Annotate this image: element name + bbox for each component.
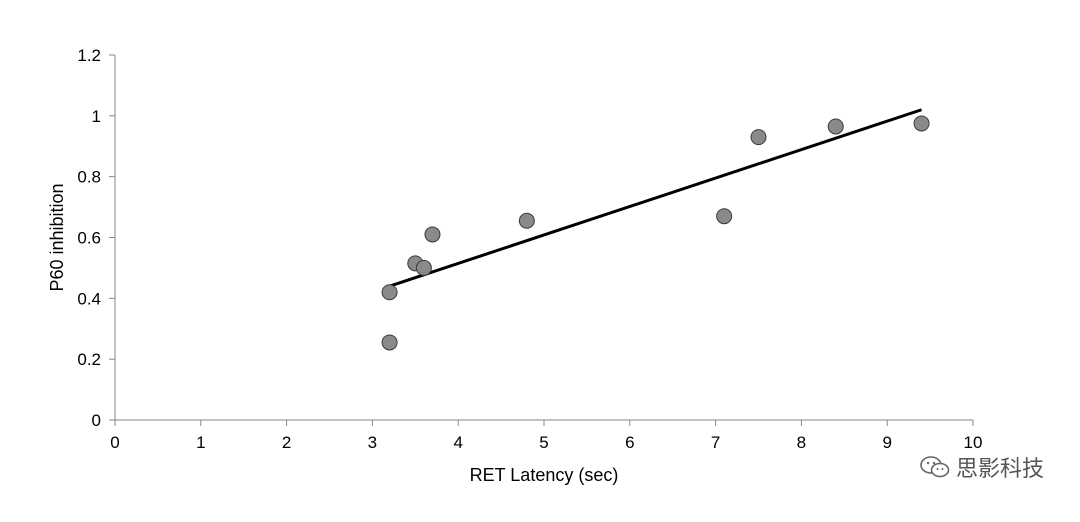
x-tick-label: 6 (625, 433, 634, 452)
x-tick-label: 4 (453, 433, 462, 452)
trendline-layer (389, 108, 922, 288)
wechat-icon (920, 456, 950, 478)
axes: 0 1 2 3 4 5 6 7 8 9 10 0 0.2 0.4 0.6 0.8 1 1.2 (77, 46, 982, 452)
y-tick-label: 0.8 (77, 168, 101, 187)
y-tick-label: 1.2 (77, 46, 101, 65)
x-tick-label: 3 (368, 433, 377, 452)
data-point (381, 334, 398, 351)
x-tick-label: 9 (882, 433, 891, 452)
y-tick-label: 0.2 (77, 350, 101, 369)
x-tick-label: 2 (282, 433, 291, 452)
data-point (518, 212, 535, 229)
x-tick-label: 1 (196, 433, 205, 452)
x-tick-label: 7 (711, 433, 720, 452)
data-point (913, 115, 930, 132)
trendline (389, 108, 922, 288)
y-tick-label: 1 (92, 107, 101, 126)
data-point (424, 226, 441, 243)
x-tick-label: 8 (797, 433, 806, 452)
x-tick-label: 5 (539, 433, 548, 452)
y-axis-title: P60 inhibition (47, 183, 67, 291)
data-point (716, 208, 733, 225)
points-layer (381, 115, 930, 351)
y-tick-label: 0.6 (77, 229, 101, 248)
data-point (415, 259, 432, 276)
data-point (381, 284, 398, 301)
y-tick-label: 0.4 (77, 289, 101, 308)
x-tick-label: 0 (110, 433, 119, 452)
watermark: 思影科技 (920, 451, 1044, 483)
x-tick-label: 10 (964, 433, 983, 452)
y-tick-label: 0 (92, 411, 101, 430)
x-axis-title: RET Latency (sec) (470, 465, 619, 485)
watermark-text: 思影科技 (955, 457, 1044, 482)
data-point (750, 129, 767, 146)
data-point (827, 118, 844, 135)
